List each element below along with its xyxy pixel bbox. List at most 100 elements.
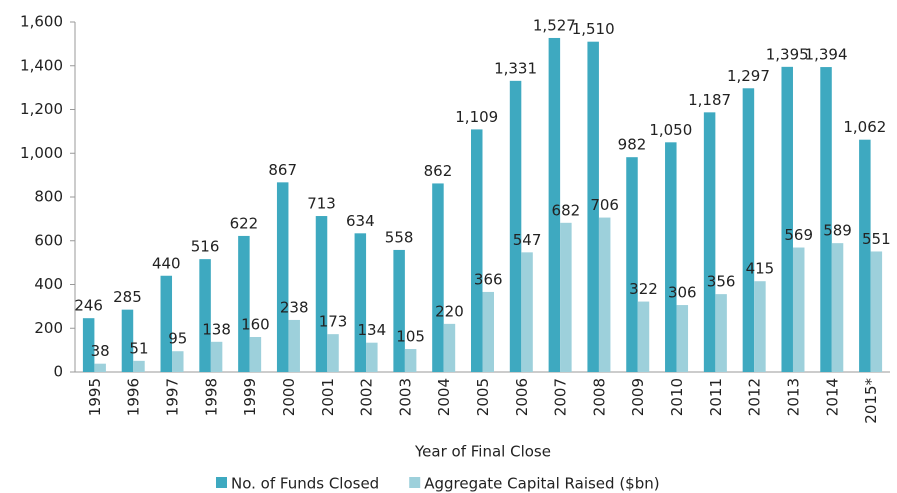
bar (665, 142, 677, 372)
bar (238, 235, 250, 372)
bar (354, 233, 367, 372)
y-tick-label: 1,000 (20, 144, 63, 162)
legend-label: Aggregate Capital Raised ($bn) (424, 475, 659, 493)
x-tick-label: 2011 (707, 378, 725, 416)
value-label: 246 (74, 297, 103, 315)
x-tick-label: 1999 (241, 378, 259, 416)
bar (820, 67, 832, 372)
value-label: 622 (230, 214, 259, 232)
x-tick-label: 1996 (125, 378, 143, 416)
value-label: 440 (152, 254, 181, 272)
y-tick-label: 600 (34, 231, 63, 249)
bar (626, 157, 638, 372)
bar (781, 66, 793, 372)
value-label: 415 (746, 260, 775, 278)
value-label: 38 (91, 342, 110, 360)
bar (870, 251, 883, 372)
bar (598, 217, 611, 372)
x-tick-label: 2003 (396, 378, 414, 416)
bar (94, 363, 106, 372)
bar (509, 80, 522, 372)
value-label: 1,394 (805, 46, 848, 64)
bar (210, 341, 223, 372)
bar (715, 294, 727, 372)
bar (404, 349, 417, 372)
bar (792, 247, 805, 372)
value-label: 105 (396, 328, 425, 346)
x-tick-label: 2002 (358, 378, 376, 416)
x-tick-label: 2001 (319, 378, 337, 416)
value-label: 220 (435, 302, 464, 320)
bar (754, 281, 766, 372)
bar (560, 222, 572, 372)
x-tick-label: 2014 (823, 378, 841, 416)
value-label: 1,187 (688, 91, 731, 109)
y-tick-label: 0 (53, 363, 63, 381)
value-label: 634 (346, 212, 375, 230)
y-tick-label: 200 (34, 319, 63, 337)
x-tick-label: 2005 (474, 378, 492, 416)
x-tick-label: 2012 (746, 378, 764, 416)
x-tick-label: 1998 (202, 378, 220, 416)
value-label: 95 (168, 330, 187, 348)
bar (393, 249, 405, 372)
bar (831, 243, 844, 372)
value-label: 1,050 (649, 121, 692, 139)
bar (288, 319, 300, 372)
value-label: 238 (280, 298, 309, 316)
x-tick-label: 2015* (862, 378, 880, 424)
x-tick-label: 2013 (784, 378, 802, 416)
value-label: 547 (513, 231, 542, 249)
bar (676, 305, 689, 372)
value-label: 1,527 (533, 16, 576, 34)
value-label: 569 (784, 226, 813, 244)
bar (482, 291, 494, 372)
bar (172, 351, 184, 372)
bar (121, 309, 134, 372)
x-tick-label: 1995 (86, 378, 104, 416)
value-label: 356 (707, 273, 736, 291)
value-label: 160 (241, 316, 270, 334)
x-tick-label: 2009 (629, 378, 647, 416)
x-tick-label: 2010 (668, 378, 686, 416)
value-label: 1,297 (727, 67, 770, 85)
y-tick-label: 1,600 (20, 13, 63, 31)
bar (471, 129, 483, 372)
value-label: 706 (590, 196, 619, 214)
bar (443, 323, 456, 372)
bar (315, 216, 328, 372)
y-tick-label: 1,400 (20, 56, 63, 74)
bar (160, 275, 173, 372)
x-tick-label: 1997 (164, 378, 182, 416)
value-label: 516 (191, 238, 220, 256)
y-tick-label: 800 (34, 188, 63, 206)
value-label: 862 (424, 162, 453, 180)
bar (276, 182, 289, 372)
bar (521, 252, 533, 372)
bar (199, 259, 211, 372)
bar (249, 337, 262, 372)
value-label: 134 (358, 321, 387, 339)
value-label: 306 (668, 284, 697, 302)
bar (742, 88, 755, 372)
value-label: 713 (307, 195, 336, 213)
x-tick-label: 2004 (435, 378, 453, 416)
value-label: 1,510 (572, 20, 615, 38)
value-label: 1,109 (455, 108, 498, 126)
value-label: 867 (268, 161, 297, 179)
value-label: 173 (319, 313, 348, 331)
x-tick-label: 2008 (590, 378, 608, 416)
bar (133, 360, 145, 372)
value-label: 982 (618, 136, 647, 154)
bar (327, 334, 339, 372)
x-tick-label: 2000 (280, 378, 298, 416)
value-label: 1,395 (766, 45, 809, 63)
x-tick-label: 2007 (552, 378, 570, 416)
bar (703, 112, 716, 372)
value-label: 682 (552, 201, 581, 219)
x-axis-title: Year of Final Close (414, 443, 551, 461)
value-label: 322 (629, 280, 658, 298)
value-label: 1,062 (843, 118, 886, 136)
bar (637, 301, 650, 372)
